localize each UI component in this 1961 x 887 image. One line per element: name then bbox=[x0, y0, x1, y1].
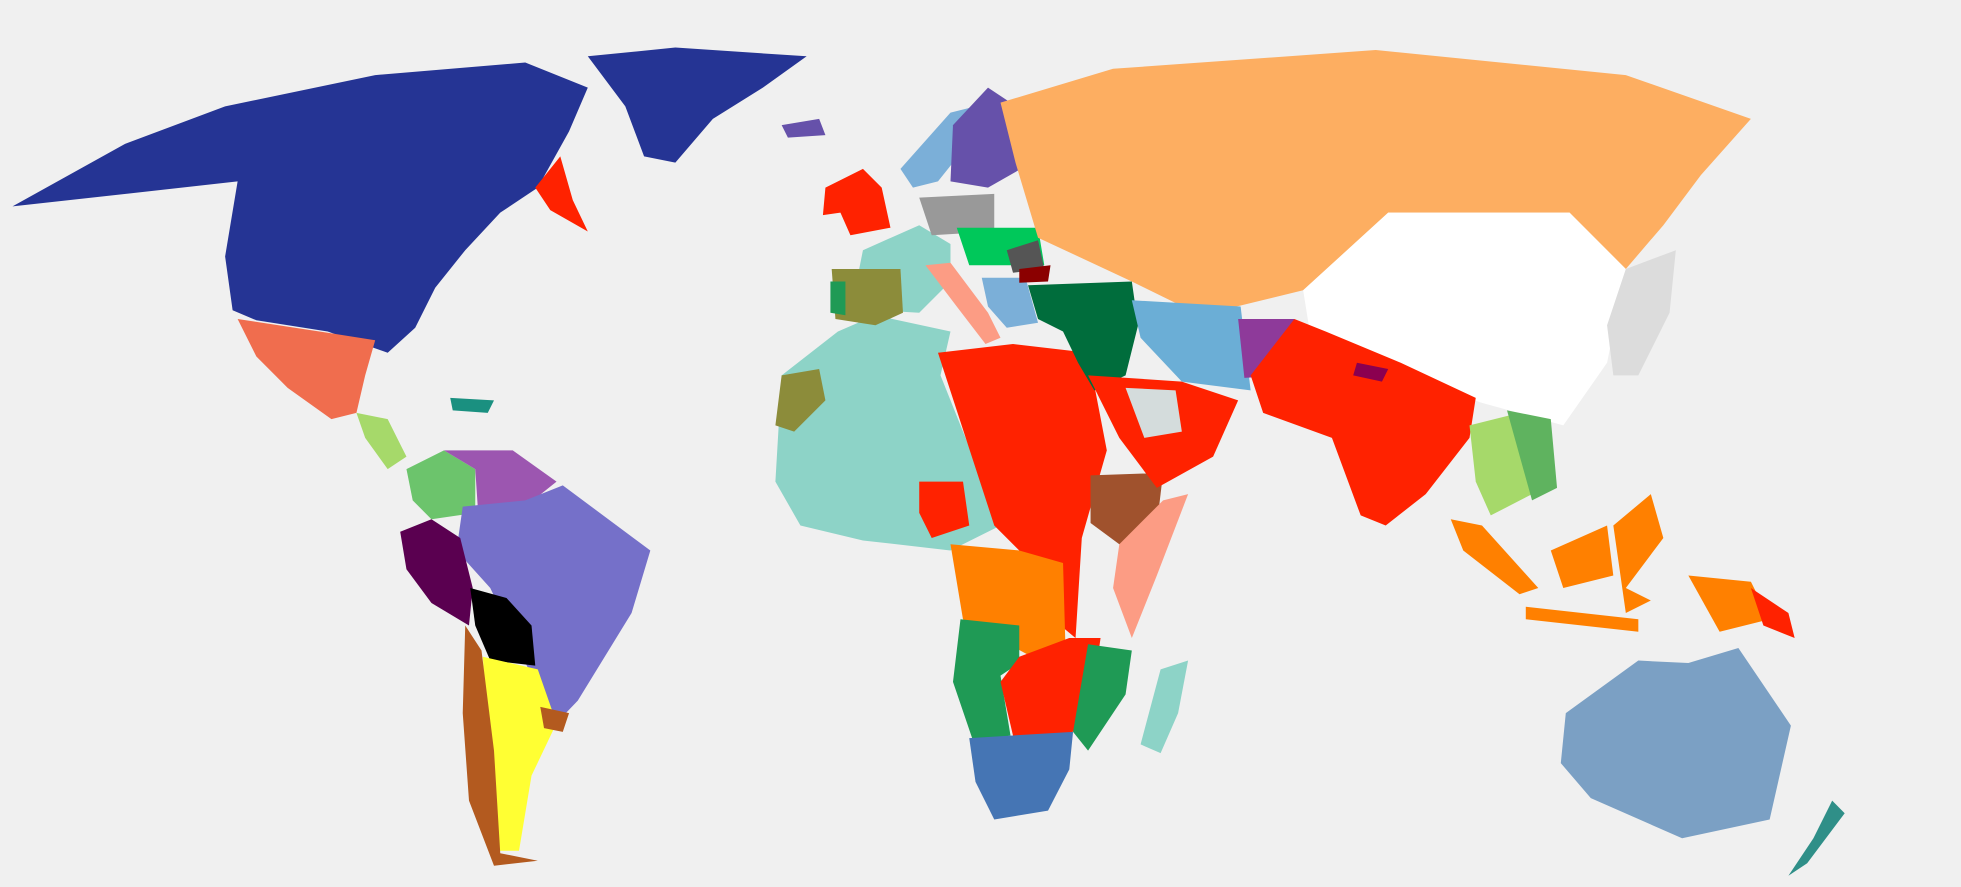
region-australia[interactable] bbox=[1560, 648, 1791, 839]
region-southern-africa-green[interactable] bbox=[952, 619, 1020, 741]
region-south-asia[interactable] bbox=[1250, 319, 1476, 526]
region-middle-east[interactable] bbox=[1028, 281, 1139, 391]
region-central-america[interactable] bbox=[356, 412, 407, 470]
region-nepal[interactable] bbox=[1353, 362, 1389, 382]
region-madagascar[interactable] bbox=[1140, 660, 1189, 754]
region-peru[interactable] bbox=[400, 519, 473, 626]
region-northeast-africa[interactable] bbox=[937, 344, 1107, 639]
region-somalia-kenya[interactable] bbox=[1113, 494, 1189, 639]
region-germany[interactable] bbox=[919, 193, 995, 236]
region-russia[interactable] bbox=[1000, 50, 1751, 316]
region-venezuela-guyana[interactable] bbox=[443, 450, 557, 507]
region-bolivia[interactable] bbox=[470, 587, 536, 666]
region-uk-ireland[interactable] bbox=[822, 168, 891, 236]
region-north-america[interactable] bbox=[12, 62, 588, 353]
region-portugal[interactable] bbox=[830, 281, 846, 316]
region-chile[interactable] bbox=[462, 625, 538, 866]
region-indonesia-java[interactable] bbox=[1525, 606, 1639, 632]
region-indonesia-sumatra[interactable] bbox=[1450, 519, 1539, 595]
region-china[interactable] bbox=[1303, 212, 1626, 426]
region-colombia[interactable] bbox=[406, 450, 476, 520]
region-east-asia[interactable] bbox=[1607, 250, 1676, 376]
region-indonesia-islands[interactable] bbox=[1613, 494, 1664, 614]
region-south-africa[interactable] bbox=[969, 731, 1074, 820]
region-italy[interactable] bbox=[925, 262, 1001, 345]
region-iberia[interactable] bbox=[831, 268, 903, 326]
region-central-africa[interactable] bbox=[950, 544, 1066, 657]
region-nigeria-ghana[interactable] bbox=[919, 481, 970, 538]
region-newfoundland[interactable] bbox=[535, 156, 588, 232]
region-bulgaria[interactable] bbox=[1019, 265, 1051, 283]
region-argentina[interactable] bbox=[482, 656, 557, 851]
region-indonesia-borneo[interactable] bbox=[1550, 525, 1614, 588]
region-saudi-inner[interactable] bbox=[1125, 387, 1182, 438]
region-brazil[interactable] bbox=[456, 485, 651, 732]
region-papua[interactable] bbox=[1688, 575, 1770, 632]
region-east-africa-red[interactable] bbox=[1000, 638, 1101, 739]
region-iceland[interactable] bbox=[781, 118, 826, 138]
region-balkans[interactable] bbox=[981, 277, 1039, 328]
region-uruguay[interactable] bbox=[540, 706, 570, 732]
region-caribbean[interactable] bbox=[450, 397, 495, 413]
region-romania[interactable] bbox=[1006, 240, 1045, 273]
region-vietnam[interactable] bbox=[1507, 410, 1558, 501]
region-west-africa-sahel[interactable] bbox=[775, 369, 826, 432]
region-mozambique[interactable] bbox=[1073, 644, 1132, 751]
region-iran[interactable] bbox=[1131, 300, 1251, 391]
region-greenland[interactable] bbox=[587, 47, 807, 163]
region-png[interactable] bbox=[1750, 587, 1795, 639]
region-mexico[interactable] bbox=[237, 319, 376, 420]
region-new-zealand[interactable] bbox=[1788, 800, 1845, 876]
